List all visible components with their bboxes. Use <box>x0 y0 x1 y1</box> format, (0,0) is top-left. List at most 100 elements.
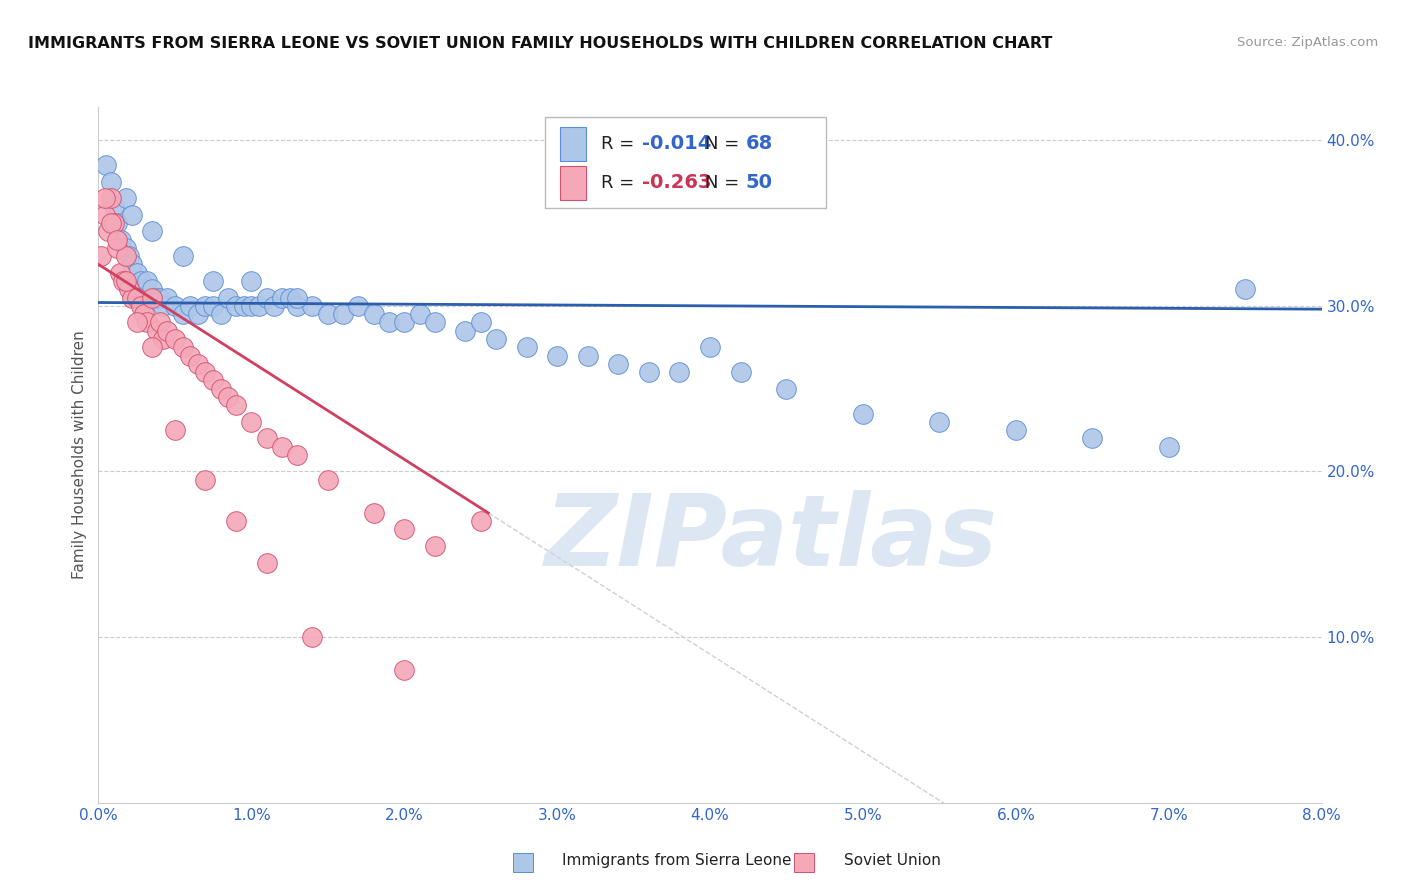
Point <box>100 216 122 230</box>
Point <box>136 315 159 329</box>
Point <box>115 191 138 205</box>
Point <box>111 274 134 288</box>
Point <box>187 357 209 371</box>
Point <box>392 523 416 537</box>
Point <box>378 315 401 329</box>
Point <box>152 332 174 346</box>
Point <box>699 340 721 354</box>
Point <box>256 291 278 305</box>
Point <box>103 216 125 230</box>
Point <box>172 340 194 354</box>
Point <box>105 241 128 255</box>
Point <box>301 299 323 313</box>
Point <box>90 249 112 263</box>
Point <box>121 291 143 305</box>
Point <box>232 299 254 313</box>
Point <box>256 431 278 445</box>
Point <box>285 299 308 313</box>
Point <box>100 191 122 205</box>
Point <box>125 315 148 329</box>
Point <box>408 307 430 321</box>
Y-axis label: Family Households with Children: Family Households with Children <box>72 331 87 579</box>
Point <box>163 332 186 346</box>
Bar <box>560 128 586 161</box>
Text: Immigrants from Sierra Leone: Immigrants from Sierra Leone <box>562 854 792 868</box>
Point <box>141 340 163 354</box>
Point <box>156 324 179 338</box>
Point <box>125 266 148 280</box>
Point <box>121 257 143 271</box>
Point <box>194 299 217 313</box>
Point <box>392 663 416 677</box>
Point <box>134 282 156 296</box>
Point <box>392 315 416 329</box>
Point <box>118 249 141 263</box>
Point <box>115 249 138 263</box>
Text: IMMIGRANTS FROM SIERRA LEONE VS SOVIET UNION FAMILY HOUSEHOLDS WITH CHILDREN COR: IMMIGRANTS FROM SIERRA LEONE VS SOVIET U… <box>28 36 1053 51</box>
Point <box>225 514 247 528</box>
Point <box>149 291 172 305</box>
Point <box>316 307 339 321</box>
Point <box>156 291 179 305</box>
Point <box>187 307 209 321</box>
Point <box>546 349 568 363</box>
Point <box>270 291 294 305</box>
Point <box>93 208 115 222</box>
Text: N =: N = <box>706 135 745 153</box>
Point <box>1234 282 1257 296</box>
Point <box>202 373 225 387</box>
Point <box>108 266 131 280</box>
Point <box>301 630 323 644</box>
Point <box>209 382 232 396</box>
Text: ZIPatlas: ZIPatlas <box>544 490 998 587</box>
Point <box>152 299 174 313</box>
Text: -0.263: -0.263 <box>641 173 711 193</box>
Point <box>928 415 950 429</box>
Point <box>217 291 239 305</box>
Point <box>240 415 263 429</box>
Point <box>93 191 115 205</box>
Point <box>637 365 661 379</box>
Text: N =: N = <box>706 174 745 192</box>
Point <box>270 440 294 454</box>
Point <box>100 175 122 189</box>
Point <box>141 282 163 296</box>
Point <box>423 315 446 329</box>
Point <box>125 291 148 305</box>
Point <box>194 473 217 487</box>
Point <box>607 357 630 371</box>
Point <box>103 199 125 213</box>
Point <box>852 407 875 421</box>
Point <box>134 307 156 321</box>
Point <box>730 365 752 379</box>
Point <box>118 282 141 296</box>
Point <box>225 398 247 412</box>
Text: 50: 50 <box>745 173 772 193</box>
Point <box>217 390 239 404</box>
Point <box>247 299 270 313</box>
Point <box>332 307 354 321</box>
Text: -0.014: -0.014 <box>641 135 711 153</box>
Point <box>145 324 167 338</box>
Text: Soviet Union: Soviet Union <box>844 854 941 868</box>
Point <box>278 291 301 305</box>
Point <box>121 208 143 222</box>
Point <box>775 382 797 396</box>
Text: R =: R = <box>602 174 640 192</box>
Point <box>347 299 370 313</box>
Point <box>110 233 132 247</box>
Point <box>316 473 339 487</box>
Point <box>1081 431 1104 445</box>
Text: Source: ZipAtlas.com: Source: ZipAtlas.com <box>1237 36 1378 49</box>
Text: R =: R = <box>602 135 640 153</box>
Point <box>115 274 138 288</box>
Point <box>136 274 159 288</box>
Point <box>141 224 163 238</box>
FancyBboxPatch shape <box>546 118 827 208</box>
Point <box>668 365 690 379</box>
Point <box>1157 440 1180 454</box>
Point <box>105 233 128 247</box>
Point <box>485 332 508 346</box>
Point <box>194 365 217 379</box>
Point <box>363 506 385 520</box>
